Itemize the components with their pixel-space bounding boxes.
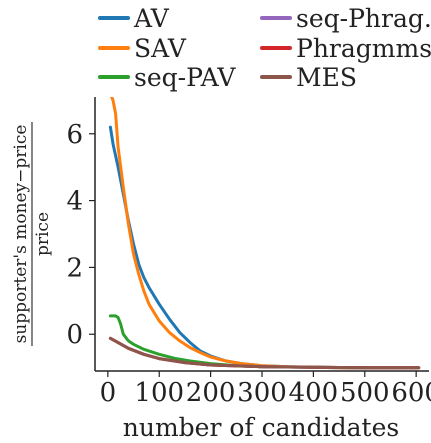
series-layer — [108, 97, 421, 370]
y-tick-label: 2 — [66, 253, 83, 283]
series-line-mes — [108, 336, 421, 370]
y-tick-label: 4 — [66, 187, 83, 217]
legend-label: AV — [133, 4, 170, 33]
x-tick-label: 600 — [391, 378, 431, 408]
y-ticks: 0 2 4 6 — [66, 120, 95, 350]
series-line-seq-pav — [108, 314, 421, 370]
series-line-sav — [110, 97, 421, 370]
legend-label: seq-Phrag. — [296, 4, 431, 33]
x-tick-label: 400 — [289, 378, 339, 408]
legend-label: MES — [296, 63, 357, 92]
y-tick-label: 0 — [66, 320, 83, 350]
y-axis-label: supporter's money−price price — [11, 122, 53, 346]
x-tick-label: 200 — [186, 378, 236, 408]
y-axis-label-denominator: price — [33, 212, 53, 256]
y-axis-label-numerator: supporter's money−price — [11, 125, 31, 344]
x-tick-label: 300 — [237, 378, 287, 408]
x-axis-label: number of candidates — [123, 413, 399, 442]
y-tick-label: 6 — [66, 120, 83, 150]
legend-label: SAV — [134, 34, 187, 63]
x-tick-label: 500 — [340, 378, 390, 408]
series-line-av — [108, 125, 421, 370]
legend-label: seq-PAV — [134, 63, 236, 92]
x-tick-label: 100 — [134, 378, 184, 408]
x-tick-label: 0 — [100, 378, 117, 408]
legend-label: Phragmms — [296, 34, 431, 63]
